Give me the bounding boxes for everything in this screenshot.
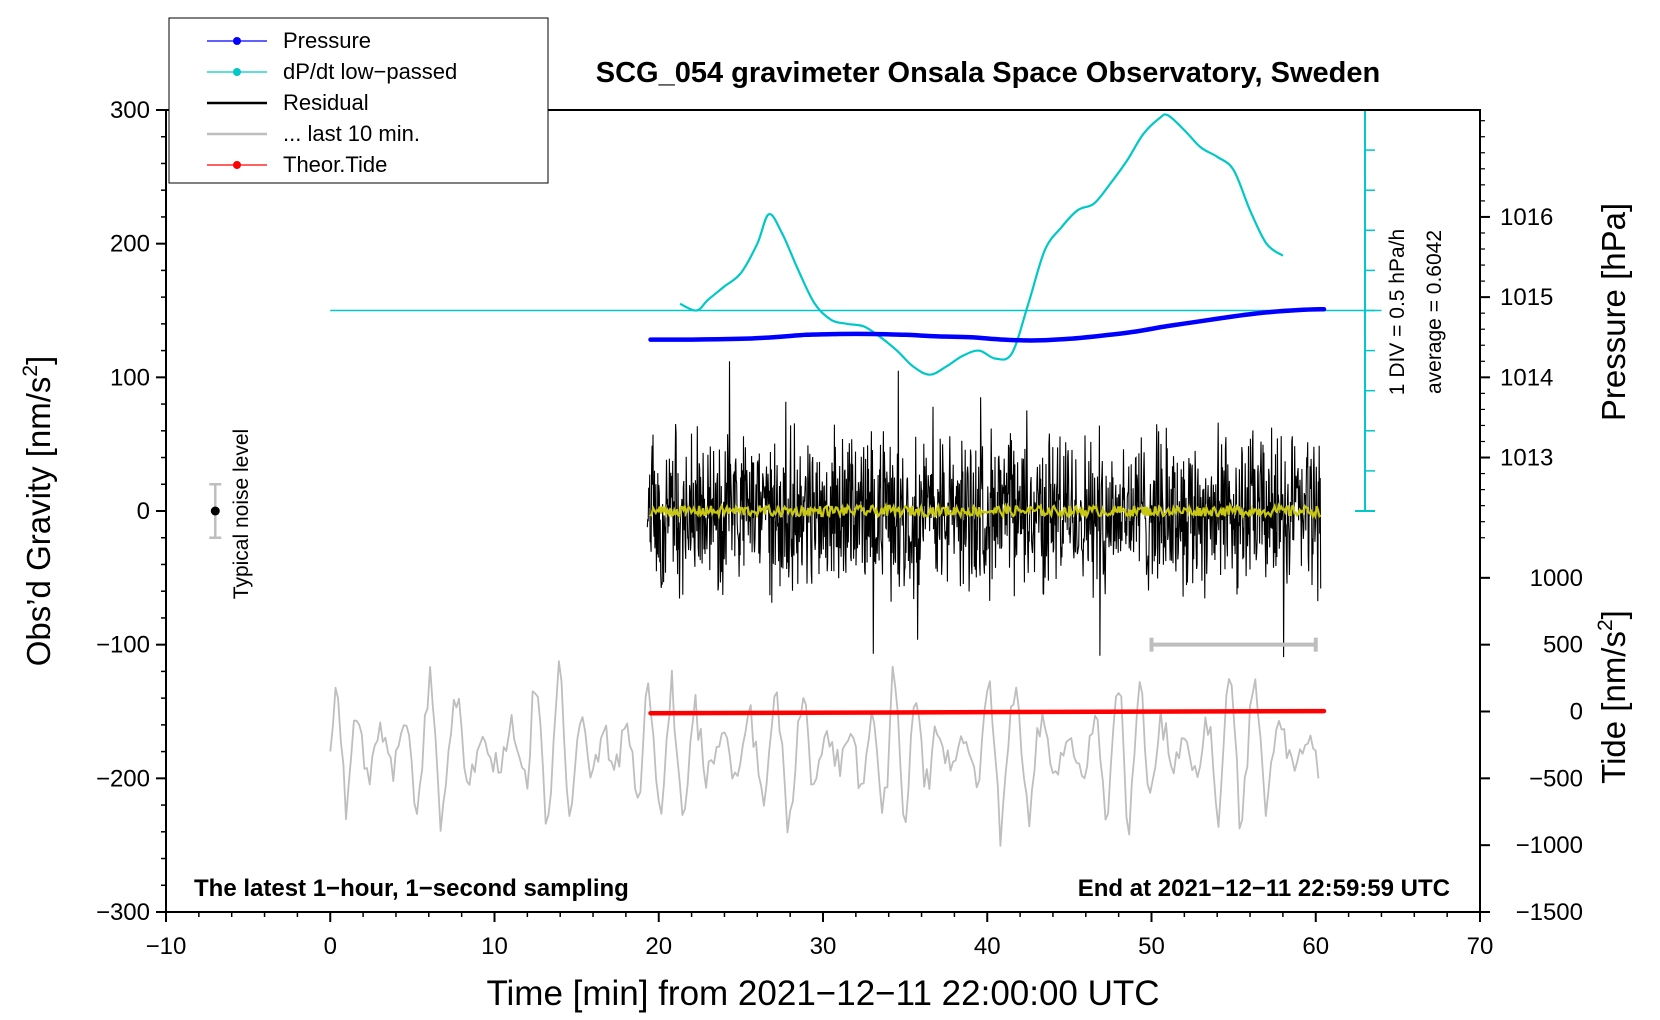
legend-marker-tide <box>233 161 241 169</box>
y-tick-label: 0 <box>137 498 150 525</box>
x-tick-label: 0 <box>324 933 337 960</box>
y-tick-label: 100 <box>110 364 150 391</box>
x-axis-ticks: −10 0 10 20 30 40 50 60 70 <box>146 912 1494 960</box>
annotation-bottom-right: End at 2021−12−11 22:59:59 UTC <box>1078 875 1450 902</box>
y-axis-label-left: Obs’d Gravity [nm/s2] <box>19 356 57 667</box>
y-axis-label-left-sup: 2 <box>19 365 42 377</box>
chart-title: SCG_054 gravimeter Onsala Space Observat… <box>596 57 1380 89</box>
legend-marker-pressure <box>233 37 241 45</box>
pressure-tick-label: 1016 <box>1500 204 1553 231</box>
y-tick-label: −100 <box>96 632 150 659</box>
tide-axis-ticks: −1500 −1000 −500 0 500 1000 <box>1480 565 1583 926</box>
residual-lowpass-line <box>649 501 1322 521</box>
residual-lowpass-series <box>649 501 1322 521</box>
x-tick-label: −10 <box>146 933 187 960</box>
last-10min-line <box>329 660 1320 847</box>
x-tick-label: 70 <box>1467 933 1494 960</box>
legend: Pressure dP/dt low−passed Residual ... l… <box>168 17 549 184</box>
noise-point <box>210 506 220 516</box>
tide-axis-label: Tide [nm/s2] <box>1594 610 1632 784</box>
annotation-bottom-left: The latest 1−hour, 1−second sampling <box>194 875 629 902</box>
noise-level-label: Typical noise level <box>230 429 253 599</box>
y-tick-label: 200 <box>110 231 150 258</box>
dpdt-series <box>679 113 1284 376</box>
pressure-line <box>648 306 1327 343</box>
tide-tick-label: −1500 <box>1516 899 1583 926</box>
pressure-tick-label: 1014 <box>1500 364 1553 391</box>
tide-series <box>648 708 1327 716</box>
pressure-tick-label: 1013 <box>1500 445 1553 472</box>
dpdt-scale-div-label: 1 DIV = 0.5 hPa/h <box>1386 229 1409 395</box>
residual-line <box>646 361 1322 658</box>
x-tick-label: 40 <box>974 933 1001 960</box>
x-tick-label: 50 <box>1138 933 1165 960</box>
x-axis-label: Time [min] from 2021−12−11 22:00:00 UTC <box>486 974 1159 1013</box>
pressure-axis-ticks: 1013 1014 1015 1016 <box>1480 120 1553 539</box>
y-axis-label-left-end: ] <box>20 356 57 365</box>
legend-label-residual: Residual <box>283 90 369 115</box>
tide-tick-label: 1000 <box>1530 565 1583 592</box>
tide-line <box>648 708 1327 716</box>
legend-label-last10: ... last 10 min. <box>283 121 420 146</box>
dpdt-scale-average-label: average = 0.6042 <box>1423 230 1446 394</box>
y-tick-label: −300 <box>96 899 150 926</box>
tide-axis-label-sup: 2 <box>1594 619 1617 631</box>
last-10min-series <box>329 660 1320 847</box>
x-tick-label: 10 <box>481 933 508 960</box>
legend-box <box>168 17 549 184</box>
legend-label-pressure: Pressure <box>283 28 371 53</box>
y-axis-ticks: −300 −200 −100 0 100 200 300 <box>96 97 166 926</box>
y-axis-label-left-main: Obs’d Gravity [nm/s <box>20 377 57 667</box>
last-10min-bar <box>1149 637 1318 652</box>
x-tick-label: 20 <box>645 933 672 960</box>
legend-label-tide: Theor.Tide <box>283 152 387 177</box>
tide-tick-label: −1000 <box>1516 832 1583 859</box>
legend-label-dpdt: dP/dt low−passed <box>283 59 457 84</box>
tide-tick-label: −500 <box>1529 765 1583 792</box>
pressure-axis-label: Pressure [hPa] <box>1595 203 1632 421</box>
dpdt-line <box>679 113 1284 376</box>
pressure-series <box>648 306 1327 343</box>
pressure-tick-label: 1015 <box>1500 284 1553 311</box>
tide-tick-label: 0 <box>1570 699 1583 726</box>
residual-series <box>646 361 1322 658</box>
tide-tick-label: 500 <box>1543 632 1583 659</box>
y-tick-label: 300 <box>110 97 150 124</box>
tide-axis-label-main: Tide [nm/s <box>1595 631 1632 784</box>
x-tick-label: 60 <box>1302 933 1329 960</box>
y-tick-label: −200 <box>96 765 150 792</box>
x-tick-label: 30 <box>810 933 837 960</box>
tide-axis-label-end: ] <box>1595 610 1632 619</box>
noise-marker <box>209 483 222 539</box>
legend-marker-dpdt <box>233 68 241 76</box>
